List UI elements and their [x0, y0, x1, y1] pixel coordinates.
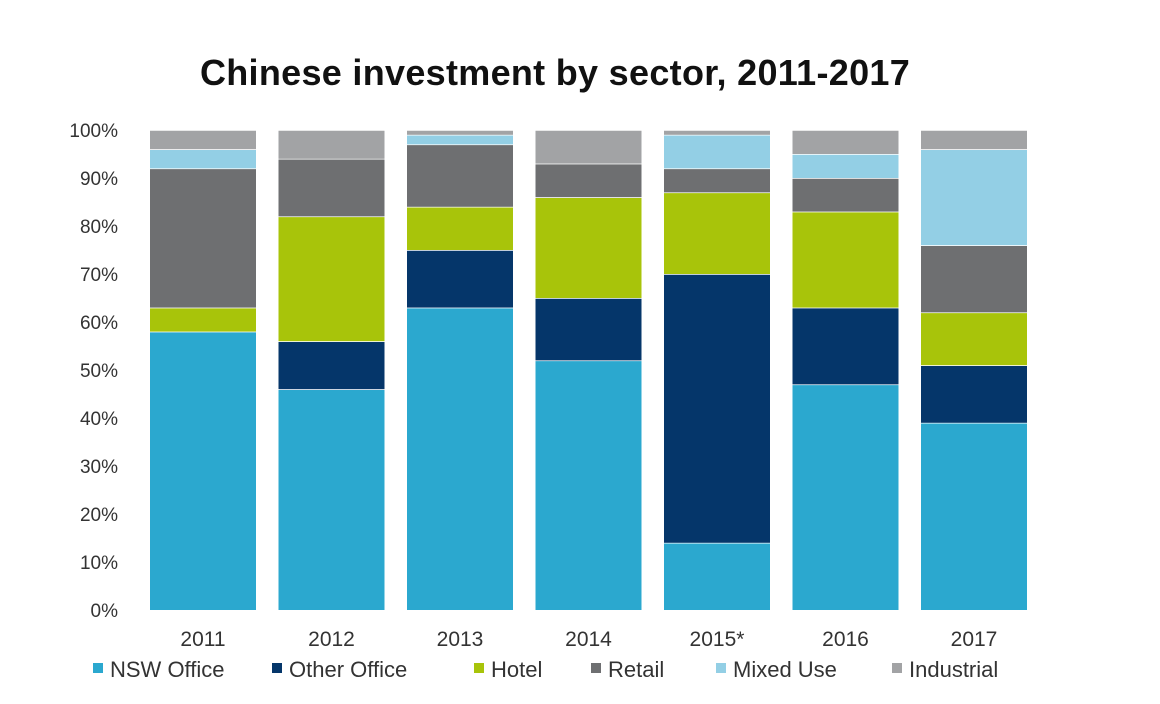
- bar-segment-hotel-2016: [792, 211, 899, 308]
- bar-segment-hotel-2015: [664, 192, 770, 274]
- bar-segment-hotel-2017: [921, 312, 1027, 366]
- bar-segment-nsw-office-2011: [150, 331, 256, 610]
- bar-segment-retail-2015: [664, 168, 770, 193]
- bar-segment-retail-2012: [278, 158, 385, 217]
- bar-segment-other-office-2013: [407, 250, 513, 308]
- bar-segment-mixed-use-2015: [664, 134, 770, 169]
- bar-segment-hotel-2014: [535, 197, 642, 298]
- legend-label-hotel: Hotel: [491, 657, 542, 682]
- x-tick-label: 2015*: [690, 628, 745, 651]
- x-tick-label: 2012: [308, 628, 355, 651]
- bar-segment-retail-2011: [150, 168, 256, 308]
- bar-segment-mixed-use-2016: [792, 154, 899, 178]
- bar-segment-other-office-2015: [664, 274, 770, 543]
- bar-segment-retail-2014: [535, 163, 642, 198]
- legend-swatch-other-office: [272, 663, 282, 673]
- y-tick-label: 20%: [80, 505, 118, 526]
- bar-segment-nsw-office-2016: [792, 384, 899, 610]
- y-tick-label: 90%: [80, 169, 118, 190]
- legend-label-retail: Retail: [608, 657, 664, 682]
- legend-label-industrial: Industrial: [909, 657, 998, 682]
- bar-segment-mixed-use-2017: [921, 149, 1027, 246]
- y-tick-label: 50%: [80, 361, 118, 382]
- bar-segment-industrial-2011: [150, 130, 256, 150]
- bar-segment-industrial-2015: [664, 130, 770, 135]
- bar-segment-hotel-2011: [150, 307, 256, 332]
- x-tick-label: 2011: [180, 628, 225, 651]
- bar-segment-retail-2017: [921, 245, 1027, 313]
- bar-segment-nsw-office-2012: [278, 389, 385, 610]
- legend-swatch-retail: [591, 663, 601, 673]
- y-tick-label: 10%: [80, 553, 118, 574]
- legend-label-other-office: Other Office: [289, 657, 407, 682]
- x-tick-label: 2016: [822, 628, 869, 651]
- bar-segment-nsw-office-2013: [407, 307, 513, 610]
- x-tick-label: 2013: [437, 628, 484, 651]
- y-tick-label: 30%: [80, 457, 118, 478]
- bar-segment-other-office-2014: [535, 298, 642, 361]
- y-tick-label: 40%: [80, 409, 118, 430]
- bar-segment-hotel-2012: [278, 216, 385, 342]
- bar-segment-industrial-2014: [535, 130, 642, 164]
- legend-swatch-mixed-use: [716, 663, 726, 673]
- bar-segment-mixed-use-2013: [407, 134, 513, 145]
- bar-segment-nsw-office-2017: [921, 422, 1027, 610]
- bar-segment-retail-2016: [792, 178, 899, 212]
- x-tick-label: 2017: [951, 628, 998, 651]
- bar-segment-other-office-2012: [278, 341, 385, 390]
- y-tick-label: 100%: [69, 121, 118, 142]
- bar-segment-nsw-office-2014: [535, 360, 642, 610]
- y-tick-label: 70%: [80, 265, 118, 286]
- chart-title: Chinese investment by sector, 2011-2017: [199, 52, 911, 93]
- legend-label-nsw-office: NSW Office: [110, 657, 225, 682]
- y-tick-label: 80%: [80, 217, 118, 238]
- bar-segment-industrial-2012: [278, 130, 385, 159]
- bar-segment-industrial-2017: [921, 130, 1027, 150]
- legend-swatch-industrial: [892, 663, 902, 673]
- bar-segment-retail-2013: [407, 144, 513, 207]
- bar-segment-industrial-2013: [407, 130, 513, 135]
- legend-swatch-hotel: [474, 663, 484, 673]
- x-tick-label: 2014: [565, 628, 612, 651]
- y-tick-label: 60%: [80, 313, 118, 334]
- bar-segment-other-office-2017: [921, 365, 1027, 423]
- bar-segment-industrial-2016: [792, 130, 899, 154]
- legend-swatch-nsw-office: [93, 663, 103, 673]
- bar-segment-mixed-use-2011: [150, 149, 256, 169]
- bar-segment-nsw-office-2015: [664, 542, 770, 610]
- legend-label-mixed-use: Mixed Use: [733, 657, 837, 682]
- bar-segment-hotel-2013: [407, 206, 513, 250]
- y-tick-label: 0%: [91, 601, 119, 622]
- bar-segment-other-office-2016: [792, 307, 899, 385]
